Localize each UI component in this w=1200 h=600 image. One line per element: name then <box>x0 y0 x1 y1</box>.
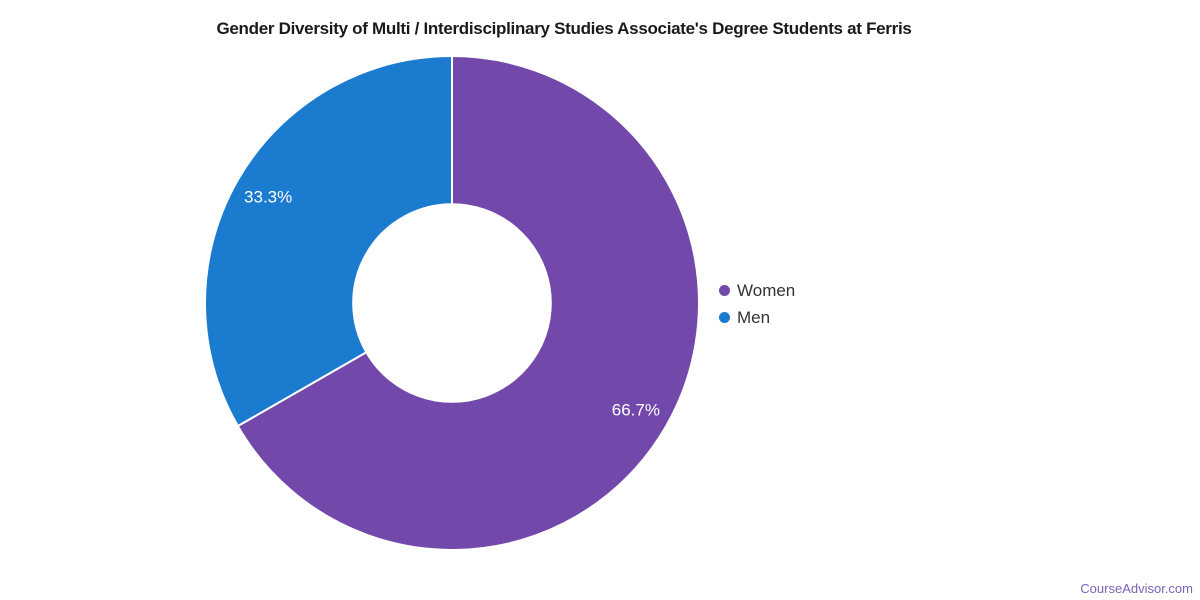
legend-dot-women-icon <box>719 285 730 296</box>
watermark-link[interactable]: CourseAdvisor.com <box>1080 581 1193 596</box>
legend-label-men: Men <box>737 307 771 327</box>
donut-chart-svg: 66.7% 33.3% <box>204 55 700 551</box>
legend-dot-men-icon <box>719 312 730 323</box>
legend-item-women[interactable]: Women <box>719 277 795 304</box>
slice-label-women: 66.7% <box>612 400 660 419</box>
pie-slice-women[interactable] <box>236 55 700 551</box>
pie-slice-men[interactable] <box>204 55 453 428</box>
legend-label-women: Women <box>737 280 796 300</box>
chart-title: Gender Diversity of Multi / Interdiscipl… <box>216 19 912 38</box>
donut-chart: 66.7% 33.3% <box>202 53 702 553</box>
slice-label-men: 33.3% <box>244 188 292 207</box>
legend-item-men[interactable]: Men <box>719 304 795 331</box>
chart-legend: Women Men <box>719 277 795 331</box>
